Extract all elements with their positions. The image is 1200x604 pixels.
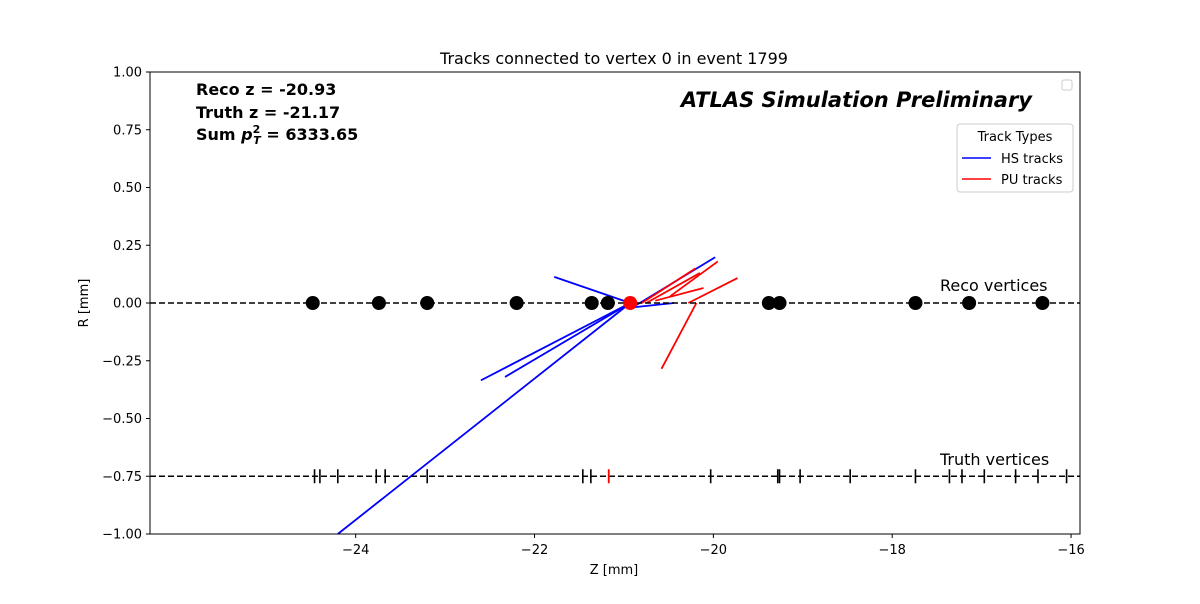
- y-tick-label-4: 0.00: [113, 297, 142, 312]
- x-tick-label-1: −22: [521, 543, 548, 558]
- hs-track-0: [337, 302, 631, 535]
- y-tick-label-2: 0.50: [113, 181, 142, 196]
- y-tick-label-8: −1.00: [102, 528, 142, 543]
- y-tick-label-5: −0.25: [102, 354, 142, 369]
- truth-vertices-label: Truth vertices: [939, 450, 1049, 469]
- reco-vertex-10: [1035, 296, 1050, 310]
- y-tick-label-6: −0.50: [102, 412, 142, 427]
- y-tick-label-3: 0.25: [113, 239, 142, 254]
- reco-vertex-6: [761, 296, 776, 310]
- reco-vertex-4: [584, 296, 599, 310]
- tracks-layer: [337, 256, 738, 535]
- y-axis-label: R [mm]: [77, 279, 92, 328]
- pu-track-0: [641, 267, 696, 304]
- vertex-markers-layer: [305, 296, 1068, 484]
- x-tick-label-3: −18: [878, 543, 905, 558]
- x-tick-label-4: −16: [1057, 543, 1084, 558]
- vertex-lines-layer: [150, 302, 1080, 478]
- hs-track-3: [553, 276, 631, 304]
- pu-track-5: [660, 302, 698, 370]
- x-axis-label: Z [mm]: [590, 563, 639, 578]
- reco-vertices-label: Reco vertices: [940, 276, 1048, 295]
- pu-track-4: [687, 277, 738, 304]
- hs-track-1: [480, 302, 631, 382]
- truth-z-text: Truth z = -21.17: [196, 103, 340, 122]
- y-axis-ticks: 1.00 0.75 0.50 0.25 0.00 −0.25 −0.50 −0.75 −1.00: [102, 66, 150, 543]
- pu-track-3: [655, 287, 704, 302]
- pu-track-1: [645, 272, 701, 304]
- hs-track-2: [504, 302, 631, 378]
- x-tick-label-0: −24: [342, 543, 369, 558]
- y-tick-label-1: 0.75: [113, 123, 142, 138]
- legend-label-pu: PU tracks: [1001, 173, 1063, 188]
- legend: Track Types HS tracks PU tracks: [956, 123, 1074, 193]
- legend-title: Track Types: [977, 130, 1053, 145]
- x-tick-label-2: −20: [700, 543, 727, 558]
- atlas-label: ATLAS Simulation Preliminary: [679, 88, 1033, 112]
- reco-vertex-3: [509, 296, 524, 310]
- reco-z-text: Reco z = -20.93: [196, 80, 336, 99]
- reco-vertex-2: [420, 296, 435, 310]
- sum-pt-text: Sum p2 T = 6333.65: [196, 123, 358, 147]
- reco-vertex-9: [962, 296, 977, 310]
- reco-vertex-0: [305, 296, 320, 310]
- reco-vertex-8: [908, 296, 923, 310]
- reco-vertex-1: [371, 296, 386, 310]
- reco-vertex-7: [772, 296, 787, 310]
- legend-box: [956, 123, 1074, 193]
- legend-checkbox: [1061, 79, 1073, 91]
- y-tick-label-7: −0.75: [102, 470, 142, 485]
- reco-vertex-selected: [623, 296, 638, 310]
- legend-label-hs: HS tracks: [1001, 152, 1063, 167]
- y-tick-label-0: 1.00: [113, 66, 142, 81]
- x-axis-ticks: −24 −22 −20 −18 −16: [342, 534, 1085, 558]
- chart-title: Tracks connected to vertex 0 in event 17…: [439, 49, 788, 68]
- pu-track-2: [669, 260, 719, 297]
- reco-vertex-5: [600, 296, 615, 310]
